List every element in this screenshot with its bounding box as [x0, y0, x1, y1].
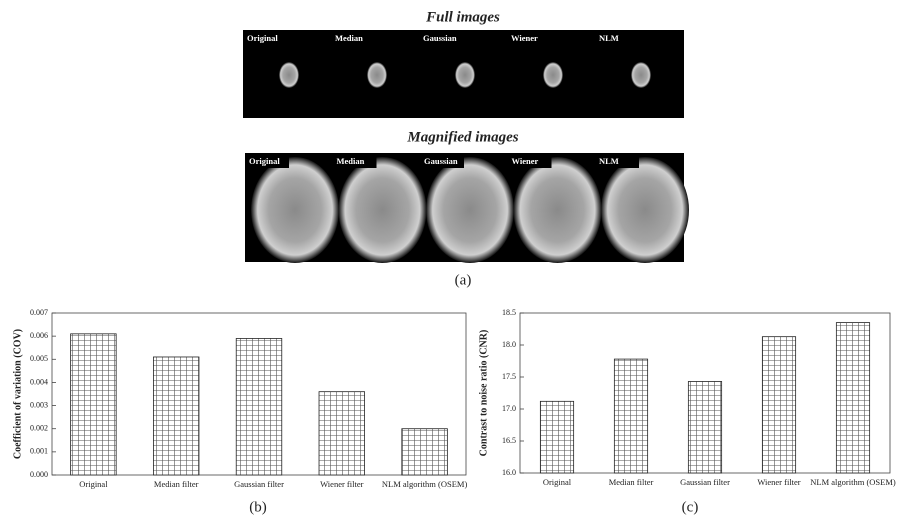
x-tick-label: NLM algorithm (OSEM) [810, 477, 896, 487]
caption: (c) [682, 499, 699, 515]
x-tick-label: Gaussian filter [680, 477, 730, 487]
x-tick-label: Median filter [154, 479, 199, 489]
image-label: Median [335, 33, 363, 43]
x-tick-label: Wiener filter [320, 479, 363, 489]
y-tick-label: 0.006 [30, 331, 48, 340]
y-tick-label: 16.5 [502, 436, 516, 445]
y-tick-label: 18.0 [502, 340, 516, 349]
label-bg [247, 156, 289, 168]
x-tick-label: Original [79, 479, 108, 489]
label-bg [597, 156, 639, 168]
image-label: Original [249, 156, 280, 166]
y-tick-label: 0.001 [30, 447, 48, 456]
y-tick-label: 18.5 [502, 308, 516, 317]
brain-small [455, 62, 475, 88]
label-bg [509, 156, 552, 168]
brain-large [513, 157, 602, 263]
y-tick-label: 17.0 [502, 404, 516, 413]
bar [687, 381, 723, 474]
image-label: Wiener [512, 156, 539, 166]
brain-small [543, 62, 563, 88]
caption: (b) [249, 499, 267, 515]
full-title: Full images [425, 9, 500, 25]
bar [70, 333, 117, 476]
y-tick-label: 0.000 [30, 470, 48, 479]
x-tick-label: Wiener filter [757, 477, 800, 487]
y-axis-label: Coefficient of variation (COV) [12, 329, 23, 459]
x-tick-label: Median filter [609, 477, 654, 487]
bar [539, 400, 575, 474]
brain-small [631, 62, 651, 88]
x-tick-label: Gaussian filter [234, 479, 284, 489]
brain-small [367, 62, 387, 88]
label-bg [422, 156, 464, 168]
brain-large [251, 157, 339, 263]
bar [613, 358, 649, 474]
y-axis-label: Contrast to noise ratio (CNR) [478, 330, 489, 457]
image-label: NLM [599, 156, 619, 166]
brain-large [426, 157, 514, 263]
image-label: Wiener [511, 33, 538, 43]
bar [318, 391, 365, 476]
caption-a: (a) [455, 272, 472, 288]
x-tick-label: Original [543, 477, 572, 487]
bar [401, 428, 448, 476]
y-tick-label: 0.002 [30, 424, 48, 433]
image-label: Original [247, 33, 278, 43]
image-label: NLM [599, 33, 619, 43]
brain-large [601, 157, 689, 263]
y-tick-label: 0.007 [30, 308, 48, 317]
x-tick-label: NLM algorithm (OSEM) [382, 479, 468, 489]
image-label: Gaussian [423, 33, 457, 43]
image-label: Gaussian [424, 156, 458, 166]
bar [761, 336, 797, 474]
brain-large [338, 157, 427, 263]
y-tick-label: 16.0 [502, 468, 516, 477]
y-tick-label: 0.003 [30, 400, 48, 409]
bar [153, 356, 200, 476]
y-tick-label: 0.004 [30, 377, 48, 386]
y-tick-label: 0.005 [30, 354, 48, 363]
y-tick-label: 17.5 [502, 372, 516, 381]
label-bg [334, 156, 377, 168]
bar [235, 338, 283, 476]
brain-small [279, 62, 299, 88]
image-label: Median [337, 156, 365, 166]
magnified-title: Magnified images [406, 129, 518, 145]
bar [835, 322, 871, 474]
